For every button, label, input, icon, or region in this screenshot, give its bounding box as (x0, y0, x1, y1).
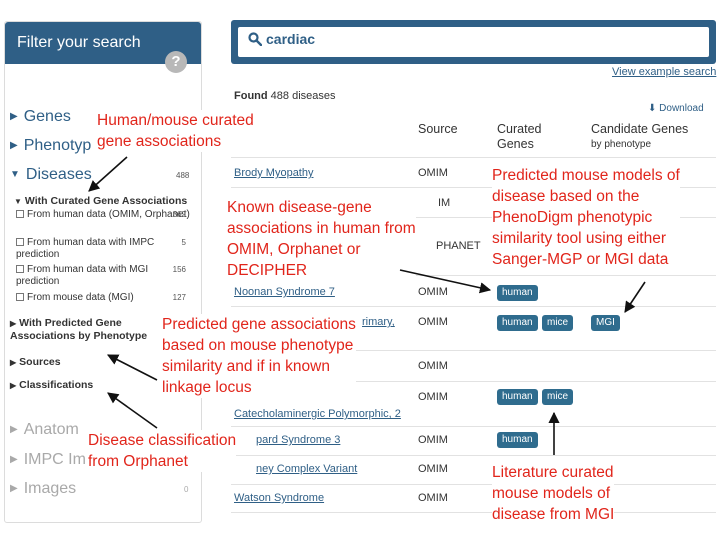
source-cell: OMIM (418, 286, 448, 298)
triangle-right-icon: ▶ (10, 454, 18, 465)
row-divider (231, 381, 716, 382)
row-divider (231, 426, 716, 427)
triangle-right-icon: ▶ (10, 424, 18, 435)
header-curated-genes[interactable]: Curated Genes (497, 122, 542, 151)
help-icon[interactable]: ? (165, 51, 187, 73)
disease-link[interactable]: pard Syndrome 3 (256, 434, 341, 446)
filter-option[interactable]: From human data with MGI prediction 156 (16, 264, 186, 287)
disease-link[interactable]: ney Complex Variant (256, 463, 358, 475)
triangle-right-icon: ▶ (10, 483, 18, 494)
row-divider (231, 157, 716, 158)
disease-link[interactable]: Watson Syndrome (234, 492, 325, 504)
source-cell: PHANET (436, 240, 481, 252)
curated-associations-heading[interactable]: ▼ With Curated Gene Associations (14, 195, 188, 207)
checkbox[interactable] (16, 238, 24, 246)
download-button[interactable]: ⬇ Download (648, 103, 704, 114)
facet-phenotypes[interactable]: ▶ Phenotyp (10, 137, 92, 154)
facet-images[interactable]: ▶ Images (10, 480, 77, 497)
facet-anatomy[interactable]: ▶ Anatom (10, 421, 79, 438)
row-divider (231, 484, 716, 485)
row-divider (231, 455, 716, 456)
source-cell: OMIM (418, 391, 448, 403)
triangle-right-icon: ▶ (10, 140, 18, 151)
search-field-wrapper (238, 27, 709, 57)
diseases-count: 488 (176, 171, 190, 180)
triangle-right-icon: ▶ (10, 381, 17, 390)
disease-link[interactable]: rimary, (362, 316, 395, 328)
predicted-associations-heading[interactable]: ▶ With Predicted Gene Associations by Phe… (10, 317, 148, 342)
curated-gene-badge[interactable]: mice (542, 315, 574, 331)
arrow-known (399, 269, 492, 294)
search-icon (248, 32, 262, 46)
search-input[interactable] (266, 31, 666, 47)
row-divider (231, 187, 716, 188)
checkbox[interactable] (16, 293, 24, 301)
curated-gene-badge[interactable]: human (497, 315, 538, 331)
disease-link[interactable]: Brody Myopathy (234, 167, 314, 179)
callout-known-associations: Known disease-gene associations in human… (227, 197, 416, 281)
images-count: 0 (184, 485, 189, 494)
disease-link[interactable]: Noonan Syndrome 7 (234, 286, 335, 298)
source-cell: OMIM (418, 316, 448, 328)
header-candidate-genes[interactable]: Candidate Genes by phenotype (591, 122, 689, 150)
search-bar (231, 20, 716, 64)
triangle-right-icon: ▶ (10, 319, 17, 328)
facet-diseases[interactable]: ▼ Diseases (10, 166, 92, 183)
triangle-down-icon: ▼ (10, 169, 20, 180)
source-cell: OMIM (418, 492, 448, 504)
candidate-gene-badge[interactable]: MGI (591, 315, 620, 331)
callout-literature: Literature curated mouse models of disea… (492, 462, 615, 525)
filter-option[interactable]: From mouse data (MGI) 127 (16, 292, 194, 304)
facet-genes[interactable]: ▶ Genes (10, 108, 71, 125)
arrow-classification (107, 392, 158, 429)
curated-gene-badge[interactable]: human (497, 432, 538, 448)
callout-classification: Disease classification from Orphanet (88, 430, 237, 472)
facet-impc-images[interactable]: ▶ IMPC Im (10, 451, 86, 468)
results-count: Found 488 diseases (234, 90, 336, 102)
disease-link[interactable]: Catecholaminergic Polymorphic, 2 (234, 408, 401, 420)
filter-option[interactable]: From human data with IMPC prediction 5 (16, 237, 186, 260)
arrow-predicted-models (624, 281, 646, 313)
curated-gene-badge[interactable]: mice (542, 389, 574, 405)
curated-gene-badge[interactable]: human (497, 285, 538, 301)
source-cell: OMIM (418, 360, 448, 372)
sources-toggle[interactable]: ▶ Sources (10, 356, 61, 368)
row-divider (231, 350, 716, 351)
filter-option[interactable]: From human data (OMIM, Orphanet) 362 (16, 209, 194, 221)
callout-predicted-genes: Predicted gene associations based on mou… (162, 314, 356, 398)
triangle-down-icon: ▼ (14, 197, 22, 206)
curated-gene-badge[interactable]: human (497, 389, 538, 405)
checkbox[interactable] (16, 265, 24, 273)
source-cell: OMIM (418, 463, 448, 475)
sidebar-title: Filter your search (5, 22, 201, 64)
source-cell: OMIM (418, 167, 448, 179)
row-divider (231, 275, 716, 276)
source-cell: OMIM (418, 434, 448, 446)
arrow-curated (88, 156, 128, 192)
header-source[interactable]: Source (418, 122, 458, 136)
download-icon: ⬇ (648, 103, 657, 114)
triangle-right-icon: ▶ (10, 358, 17, 367)
row-divider (231, 512, 716, 513)
view-example-link[interactable]: View example search (612, 66, 717, 78)
row-divider (231, 306, 716, 307)
checkbox[interactable] (16, 210, 24, 218)
classifications-toggle[interactable]: ▶ Classifications (10, 379, 94, 391)
source-cell: IM (438, 197, 451, 209)
callout-curated-associations: Human/mouse curated gene associations (97, 110, 254, 152)
triangle-right-icon: ▶ (10, 111, 18, 122)
callout-predicted-models: Predicted mouse models of disease based … (492, 165, 680, 270)
arrow-predicted-genes (107, 354, 158, 381)
row-divider (231, 217, 716, 218)
